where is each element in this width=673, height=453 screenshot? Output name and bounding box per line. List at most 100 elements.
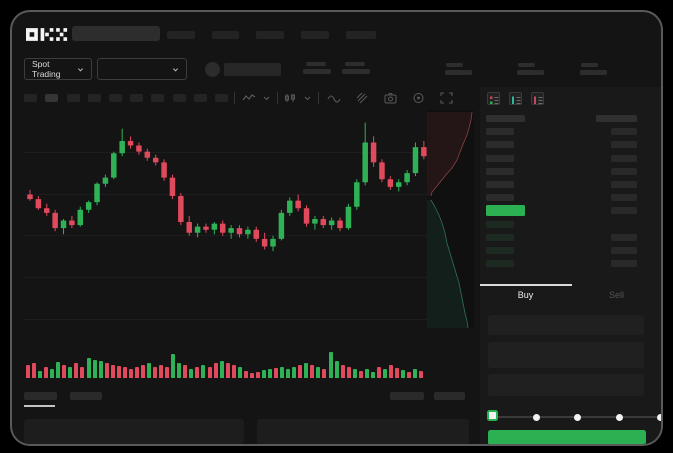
line-chart-type-icon[interactable] <box>242 92 256 104</box>
chevron-down-icon <box>77 67 84 71</box>
orderbook-row-right[interactable] <box>611 154 637 162</box>
target-icon[interactable] <box>412 92 425 104</box>
chevron-down-icon[interactable] <box>262 92 271 104</box>
orderbook-row-right[interactable] <box>611 207 637 215</box>
timeframe-5[interactable] <box>109 94 122 102</box>
timeframe-2-selected[interactable] <box>45 94 58 102</box>
bottom-tab-active[interactable] <box>24 392 57 400</box>
stat-value-1 <box>303 69 331 74</box>
volume-bar <box>292 367 297 378</box>
orderbook-row-left[interactable] <box>486 128 514 136</box>
timeframe-10[interactable] <box>215 94 228 102</box>
orderbook-row-left[interactable] <box>486 167 514 175</box>
volume-bar <box>104 363 109 378</box>
orderbook-row-right[interactable] <box>611 247 637 254</box>
price-input[interactable] <box>488 315 644 335</box>
bottom-tab-active-underline <box>24 405 55 407</box>
orderbook-row-left[interactable] <box>486 220 514 228</box>
pair-dropdown[interactable] <box>97 58 187 80</box>
bottom-panel-left <box>24 419 244 444</box>
orderbook-row-left[interactable] <box>486 115 525 122</box>
volume-bar <box>213 363 218 378</box>
slider-stop-dot[interactable] <box>574 413 582 421</box>
candle-style-icon[interactable] <box>284 92 296 104</box>
volume-bar <box>195 367 200 378</box>
nav-item-5[interactable] <box>346 31 376 39</box>
orderbook-row-right[interactable] <box>611 181 637 188</box>
volume-bar <box>189 369 194 378</box>
timeframe-4[interactable] <box>88 94 101 102</box>
orderbook-row-left[interactable] <box>486 194 514 202</box>
orderbook-row-right[interactable] <box>611 128 637 136</box>
stat-label-3 <box>446 63 463 67</box>
timeframe-7[interactable] <box>151 94 164 102</box>
orderbook-view-all-icon[interactable] <box>487 92 500 105</box>
nav-item-1[interactable] <box>167 31 195 39</box>
volume-bar <box>370 372 375 378</box>
orderbook-row-right[interactable] <box>611 141 637 149</box>
timeframe-6[interactable] <box>130 94 143 102</box>
orderbook-row-left[interactable] <box>486 247 514 254</box>
search-input[interactable] <box>72 26 160 41</box>
orderbook-view-asks-icon[interactable] <box>531 92 544 105</box>
orderbook-view-bids-icon[interactable] <box>509 92 522 105</box>
slider-stop-dot[interactable] <box>615 413 623 421</box>
timeframe-3[interactable] <box>67 94 80 102</box>
indicator-wave-icon[interactable] <box>327 92 341 104</box>
orderbook-row-right[interactable] <box>611 194 637 202</box>
total-input[interactable] <box>488 374 644 396</box>
volume-bar <box>298 365 303 378</box>
bottom-action-2[interactable] <box>434 392 465 400</box>
stat-value-3 <box>445 70 472 75</box>
buy-submit-button[interactable] <box>488 430 646 444</box>
orderbook-row-left[interactable] <box>486 141 514 149</box>
volume-bar <box>243 371 248 378</box>
volume-chart <box>24 350 425 378</box>
orderbook-row-right[interactable] <box>611 233 637 241</box>
market-type-dropdown[interactable]: Spot Trading <box>24 58 92 80</box>
nav-item-4[interactable] <box>301 31 329 39</box>
chart-gridline <box>24 194 427 195</box>
orderbook-row-left[interactable] <box>486 154 514 162</box>
chart-gridline <box>24 152 427 153</box>
volume-bar <box>62 365 67 378</box>
tab-buy[interactable]: Buy <box>517 290 534 300</box>
orderbook-row-left[interactable] <box>486 260 514 268</box>
nav-item-3[interactable] <box>256 31 284 39</box>
volume-bar <box>352 369 357 378</box>
amount-slider-handle[interactable] <box>487 410 498 421</box>
buy-tab-active-indicator <box>480 284 572 286</box>
orderbook-row-right[interactable] <box>611 260 637 268</box>
orderbook-row-right[interactable] <box>611 167 637 175</box>
fullscreen-icon[interactable] <box>440 92 453 104</box>
slider-stop-dot[interactable] <box>533 413 541 421</box>
candlestick-chart[interactable] <box>24 110 427 334</box>
volume-bar <box>207 367 212 378</box>
orderbook-row-left[interactable] <box>486 233 514 241</box>
chevron-down-icon[interactable] <box>303 92 312 104</box>
timeframe-1[interactable] <box>24 94 37 102</box>
orderbook-row-right[interactable] <box>596 115 637 122</box>
volume-bar <box>38 371 43 378</box>
chart-gridline <box>24 235 427 236</box>
volume-bar <box>80 367 85 378</box>
stat-value-2 <box>342 69 370 74</box>
volume-bar <box>249 373 254 378</box>
amount-input[interactable] <box>488 342 644 368</box>
volume-bar <box>407 372 412 378</box>
slider-stop-dot[interactable] <box>656 413 661 421</box>
volume-bar <box>165 367 170 378</box>
orderbook-last-price[interactable] <box>486 205 525 217</box>
tab-sell[interactable]: Sell <box>608 290 624 300</box>
timeframe-9[interactable] <box>194 94 207 102</box>
nav-item-2[interactable] <box>212 31 239 39</box>
timeframe-8[interactable] <box>173 94 186 102</box>
pair-name-placeholder <box>224 63 281 76</box>
bottom-action-1[interactable] <box>390 392 424 400</box>
bottom-tab-2[interactable] <box>70 392 102 400</box>
amount-slider-track[interactable] <box>490 416 657 418</box>
camera-icon[interactable] <box>384 92 397 104</box>
drawing-tools-icon[interactable] <box>356 92 369 104</box>
orderbook-row-left[interactable] <box>486 181 514 188</box>
volume-bar <box>159 365 164 378</box>
